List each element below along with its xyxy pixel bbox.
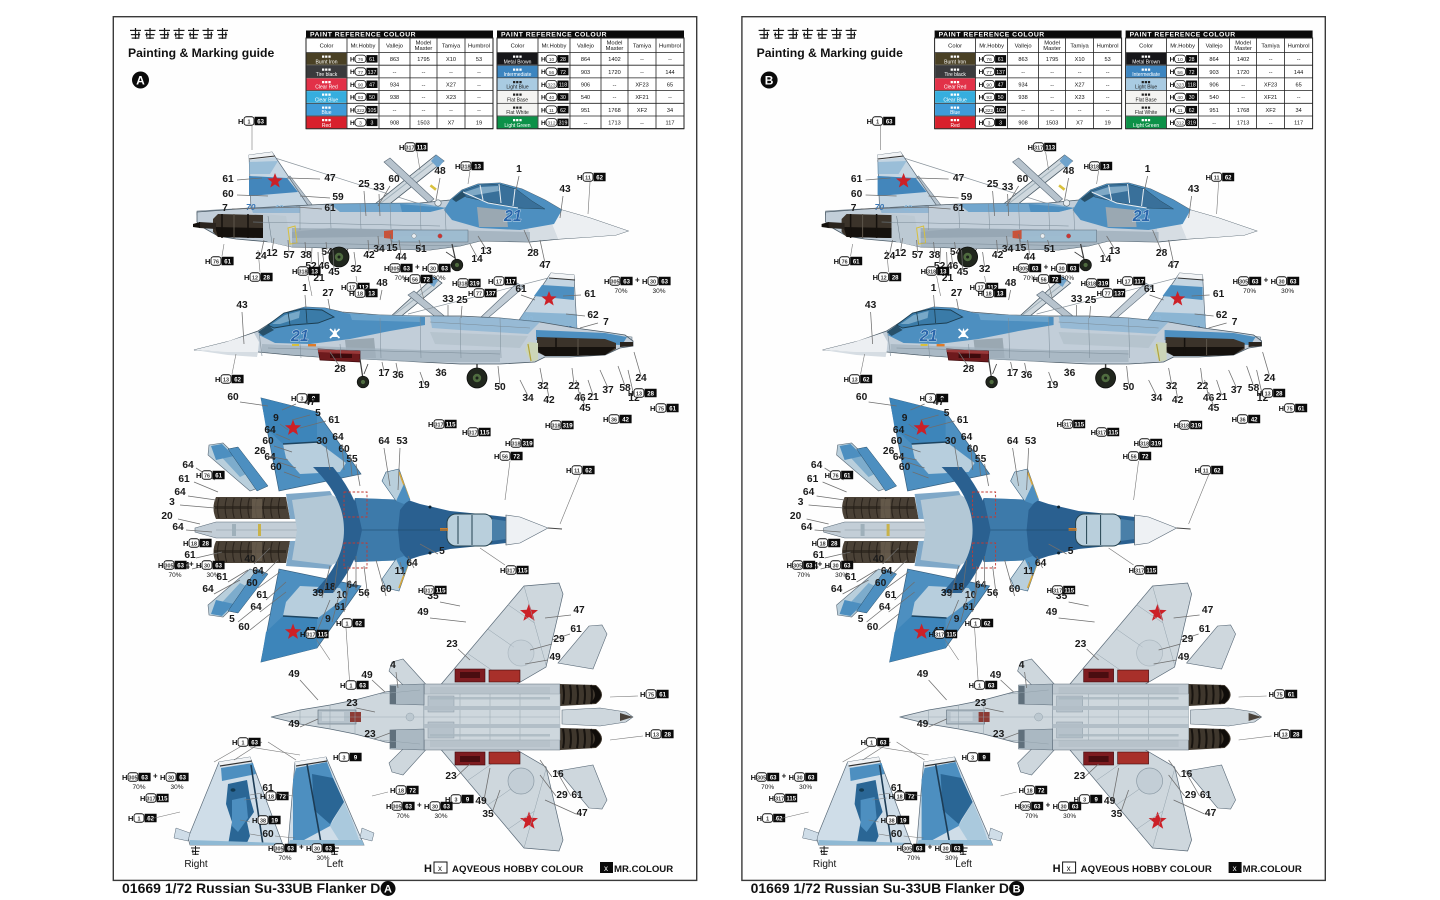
svg-text:A: A [384, 884, 392, 896]
svg-text:B: B [1013, 884, 1021, 896]
svg-text:B: B [765, 74, 774, 88]
svg-text:A: A [136, 74, 145, 88]
